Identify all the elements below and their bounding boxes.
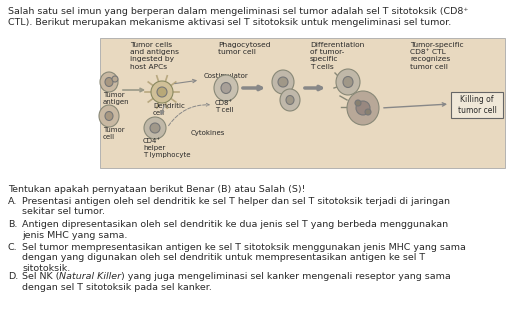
Text: CTL). Berikut merupakan mekanisme aktivasi sel T sitotoksik untuk mengeliminasi : CTL). Berikut merupakan mekanisme aktiva… bbox=[8, 18, 451, 27]
Text: Cytokines: Cytokines bbox=[191, 130, 225, 136]
Text: jenis MHC yang sama.: jenis MHC yang sama. bbox=[22, 230, 127, 239]
Ellipse shape bbox=[365, 109, 371, 115]
Ellipse shape bbox=[105, 77, 113, 86]
Ellipse shape bbox=[347, 91, 379, 125]
Ellipse shape bbox=[272, 70, 294, 94]
Text: dengan sel T sitotoksik pada sel kanker.: dengan sel T sitotoksik pada sel kanker. bbox=[22, 282, 212, 291]
Ellipse shape bbox=[99, 105, 119, 127]
Text: CD4⁺
helper
T lymphocyte: CD4⁺ helper T lymphocyte bbox=[143, 138, 191, 158]
FancyBboxPatch shape bbox=[100, 38, 505, 168]
Ellipse shape bbox=[221, 82, 231, 94]
Ellipse shape bbox=[355, 100, 361, 106]
Text: Antigen dipresentasikan oleh sel dendritik ke dua jenis sel T yang berbeda mengg: Antigen dipresentasikan oleh sel dendrit… bbox=[22, 220, 448, 229]
Text: Presentasi antigen oleh sel dendritik ke sel T helper dan sel T sitotoksik terja: Presentasi antigen oleh sel dendritik ke… bbox=[22, 197, 450, 206]
Ellipse shape bbox=[112, 76, 118, 82]
Text: Tumor
cell: Tumor cell bbox=[103, 127, 125, 140]
Ellipse shape bbox=[343, 77, 353, 87]
Text: Tumor cells
and antigens
ingested by
host APCs: Tumor cells and antigens ingested by hos… bbox=[130, 42, 179, 70]
Text: Sel tumor mempresentasikan antigen ke sel T sitotoksik menggunakan jenis MHC yan: Sel tumor mempresentasikan antigen ke se… bbox=[22, 243, 466, 252]
Text: Phagocytosed
tumor cell: Phagocytosed tumor cell bbox=[218, 42, 270, 55]
Text: Differentiation
of tumor-
specific
T cells: Differentiation of tumor- specific T cel… bbox=[310, 42, 364, 70]
Text: Tumor-specific
CD8⁺ CTL
recognizes
tumor cell: Tumor-specific CD8⁺ CTL recognizes tumor… bbox=[410, 42, 463, 70]
Text: dengan yang digunakan oleh sel dendritik untuk mempresentasikan antigen ke sel T: dengan yang digunakan oleh sel dendritik… bbox=[22, 253, 425, 262]
Ellipse shape bbox=[157, 87, 167, 97]
FancyBboxPatch shape bbox=[451, 92, 503, 118]
Ellipse shape bbox=[144, 117, 166, 139]
Text: sekitar sel tumor.: sekitar sel tumor. bbox=[22, 207, 105, 216]
Text: Killing of
tumor cell: Killing of tumor cell bbox=[457, 95, 497, 115]
Ellipse shape bbox=[151, 81, 173, 103]
Text: Dendritic
cell: Dendritic cell bbox=[153, 103, 185, 116]
Text: Salah satu sel imun yang berperan dalam mengeliminasi sel tumor adalah sel T sit: Salah satu sel imun yang berperan dalam … bbox=[8, 7, 469, 16]
Text: Tentukan apakah pernyataan berikut Benar (B) atau Salah (S)!: Tentukan apakah pernyataan berikut Benar… bbox=[8, 185, 306, 194]
Text: A.: A. bbox=[8, 197, 17, 206]
Text: C.: C. bbox=[8, 243, 17, 252]
Text: sitotoksik.: sitotoksik. bbox=[22, 264, 70, 273]
Text: ) yang juga mengeliminasi sel kanker mengenali reseptor yang sama: ) yang juga mengeliminasi sel kanker men… bbox=[122, 272, 451, 281]
Text: B.: B. bbox=[8, 220, 17, 229]
Text: CD8⁺
T cell: CD8⁺ T cell bbox=[215, 100, 234, 113]
Text: Natural Killer: Natural Killer bbox=[59, 272, 122, 281]
Ellipse shape bbox=[278, 77, 288, 87]
Ellipse shape bbox=[356, 101, 370, 115]
Text: Natural Killer: Natural Killer bbox=[59, 272, 122, 281]
Text: D.: D. bbox=[8, 272, 18, 281]
Ellipse shape bbox=[214, 75, 238, 101]
Text: Sel NK (: Sel NK ( bbox=[22, 272, 59, 281]
Ellipse shape bbox=[336, 69, 360, 95]
Ellipse shape bbox=[150, 123, 160, 133]
Text: Costimulator: Costimulator bbox=[204, 73, 249, 79]
Text: Tumor
antigen: Tumor antigen bbox=[103, 92, 130, 105]
Ellipse shape bbox=[286, 95, 294, 104]
Ellipse shape bbox=[280, 89, 300, 111]
Ellipse shape bbox=[105, 112, 113, 120]
Ellipse shape bbox=[100, 72, 118, 92]
